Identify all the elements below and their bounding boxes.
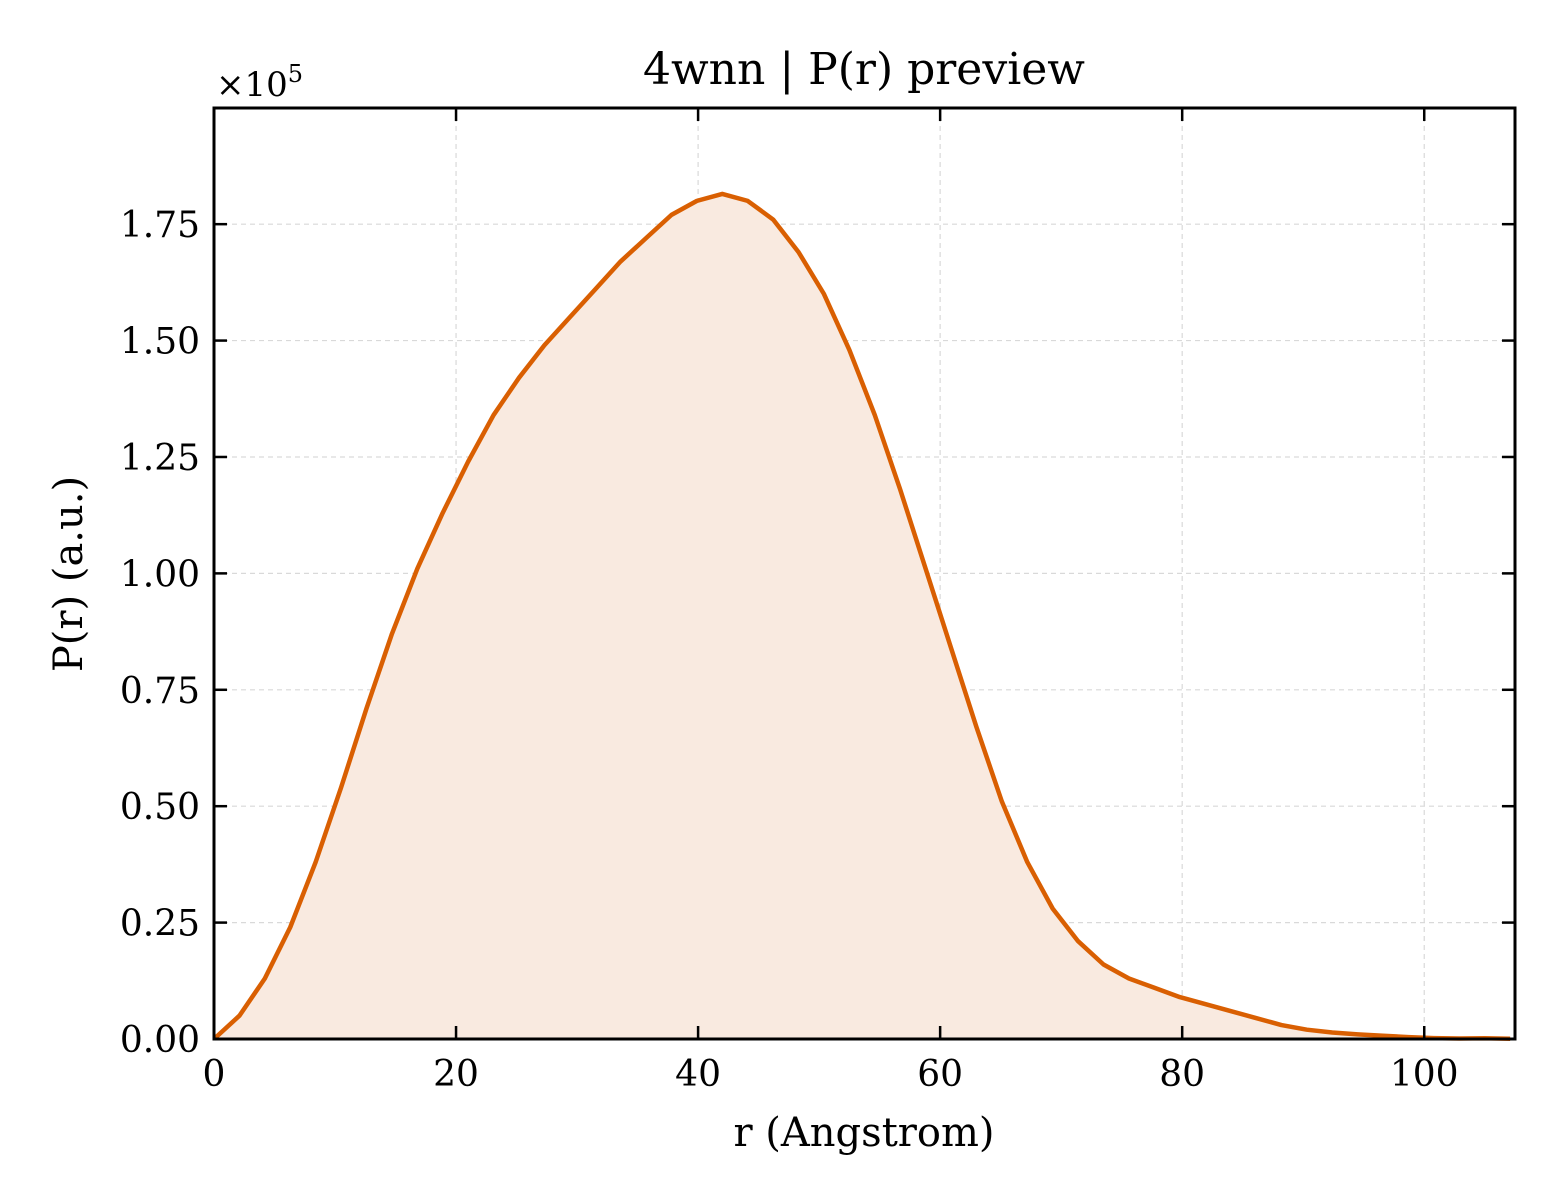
x-tick-label: 40 — [675, 1054, 721, 1095]
line-layer — [212, 191, 1511, 1042]
y-tick-label: 1.50 — [120, 322, 200, 363]
area-layer — [214, 193, 1511, 1039]
y-tick-label: 1.25 — [120, 438, 200, 479]
chart-title: 4wnn | P(r) preview — [643, 44, 1085, 95]
x-axis-label: r (Angstrom) — [733, 1110, 994, 1156]
y-tick-label: 1.00 — [120, 554, 200, 595]
y-tick-label: 1.75 — [120, 205, 200, 246]
y-tick-label: 0.75 — [120, 671, 200, 712]
y-axis-label: P(r) (a.u.) — [46, 476, 92, 672]
x-tick-label: 80 — [1159, 1054, 1205, 1095]
tick-layer: 0 20 40 60 80 100 0.00 0.25 0.50 0.75 1.00 1.25 1.50… — [120, 108, 1515, 1095]
series-line — [212, 191, 1511, 1042]
x-tick-label: 0 — [203, 1054, 226, 1095]
y-tick-label: 0.50 — [120, 787, 200, 828]
y-scale-multiplier: ×105 — [216, 60, 303, 105]
y-scale-exponent: 5 — [288, 60, 303, 88]
x-tick-label: 20 — [433, 1054, 479, 1095]
y-tick-label: 0.25 — [120, 904, 200, 945]
x-tick-label: 100 — [1390, 1054, 1459, 1095]
x-tick-label: 60 — [917, 1054, 963, 1095]
y-scale-base: ×10 — [216, 65, 288, 105]
series-area-fill — [214, 193, 1511, 1039]
y-tick-label: 0.00 — [120, 1020, 200, 1061]
